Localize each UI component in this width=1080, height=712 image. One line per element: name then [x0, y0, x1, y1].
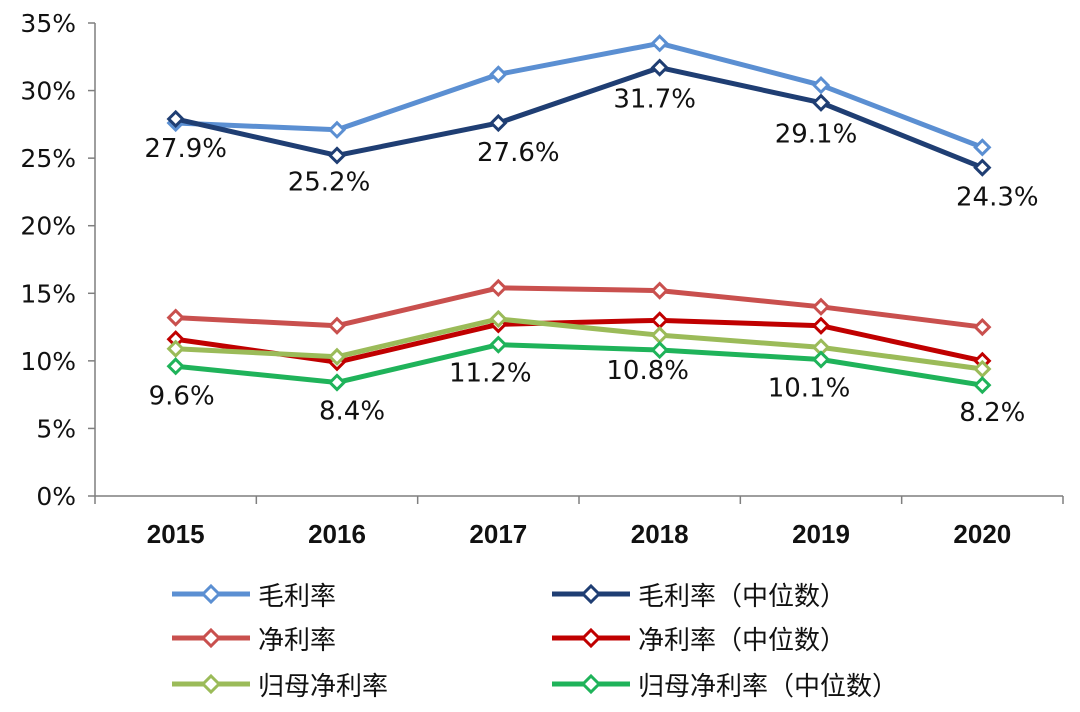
- series-line: [175, 316, 983, 372]
- data-label: 24.3%: [956, 183, 1039, 213]
- data-point: [489, 335, 508, 354]
- data-point: [327, 146, 347, 165]
- data-label: 11.2%: [449, 359, 532, 389]
- data-point: [811, 297, 831, 316]
- data-point: [973, 138, 992, 157]
- series-6: [166, 335, 992, 395]
- x-tick-label: 2016: [308, 519, 366, 549]
- x-tick-label: 2017: [469, 519, 527, 549]
- data-point: [811, 316, 831, 335]
- y-tick-label: 10%: [20, 347, 76, 376]
- data-label: 25.2%: [288, 167, 371, 197]
- data-point: [327, 120, 347, 139]
- data-point: [811, 76, 831, 95]
- data-point: [650, 311, 669, 330]
- series-line: [175, 342, 983, 388]
- data-label: 8.4%: [319, 396, 385, 426]
- y-tick-label: 30%: [20, 77, 76, 106]
- series-line: [175, 285, 983, 330]
- data-point: [166, 109, 185, 129]
- y-tick-label: 35%: [20, 9, 76, 38]
- data-label: 10.8%: [606, 356, 689, 386]
- y-tick-label: 0%: [36, 482, 76, 511]
- data-point: [489, 65, 508, 84]
- y-tick-label: 20%: [20, 212, 76, 241]
- data-point: [973, 376, 992, 395]
- data-label: 31.7%: [613, 85, 696, 115]
- data-point: [166, 357, 185, 376]
- series-2: [166, 58, 992, 177]
- x-tick-label: 2020: [953, 519, 1011, 549]
- axes: 0% 5% 10% 15% 20% 25% 30% 35% 2015 2016 2017 2018 20…: [20, 9, 1064, 549]
- data-point: [973, 158, 992, 177]
- y-tick-label: 5%: [36, 414, 76, 443]
- x-tick-label: 2015: [147, 519, 205, 549]
- data-point: [650, 340, 669, 360]
- series-line: [175, 65, 984, 170]
- data-point: [650, 326, 669, 345]
- data-point: [166, 339, 185, 358]
- data-point: [650, 58, 669, 77]
- data-labels: 27.9% 25.2% 27.6% 31.7% 29.1% 24.3% 9.6% 8.4% 11…: [144, 85, 1038, 429]
- data-point: [973, 359, 992, 379]
- data-label: 8.2%: [959, 398, 1025, 428]
- series-3: [166, 278, 992, 337]
- data-point: [489, 278, 508, 298]
- data-point: [650, 34, 669, 53]
- y-tick-label: 25%: [20, 144, 76, 173]
- data-label: 27.9%: [144, 134, 227, 164]
- data-point: [327, 373, 347, 392]
- x-tick-label: 2018: [631, 519, 689, 549]
- series-line: [175, 40, 984, 150]
- series-layer: [166, 34, 992, 395]
- data-label: 29.1%: [775, 120, 858, 150]
- series-line: [175, 317, 983, 365]
- data-label: 27.6%: [477, 138, 560, 168]
- data-point: [811, 93, 831, 112]
- data-point: [973, 317, 992, 337]
- data-point: [166, 308, 185, 327]
- data-point: [489, 113, 508, 133]
- data-label: 9.6%: [149, 381, 215, 411]
- data-point: [811, 350, 831, 369]
- data-point: [327, 316, 347, 335]
- y-tick-label: 15%: [20, 279, 76, 308]
- data-point: [327, 347, 347, 366]
- data-point: [489, 309, 508, 329]
- x-tick-label: 2019: [792, 519, 850, 549]
- data-label: 10.1%: [768, 374, 851, 404]
- data-point: [650, 281, 669, 300]
- series-1: [166, 34, 992, 157]
